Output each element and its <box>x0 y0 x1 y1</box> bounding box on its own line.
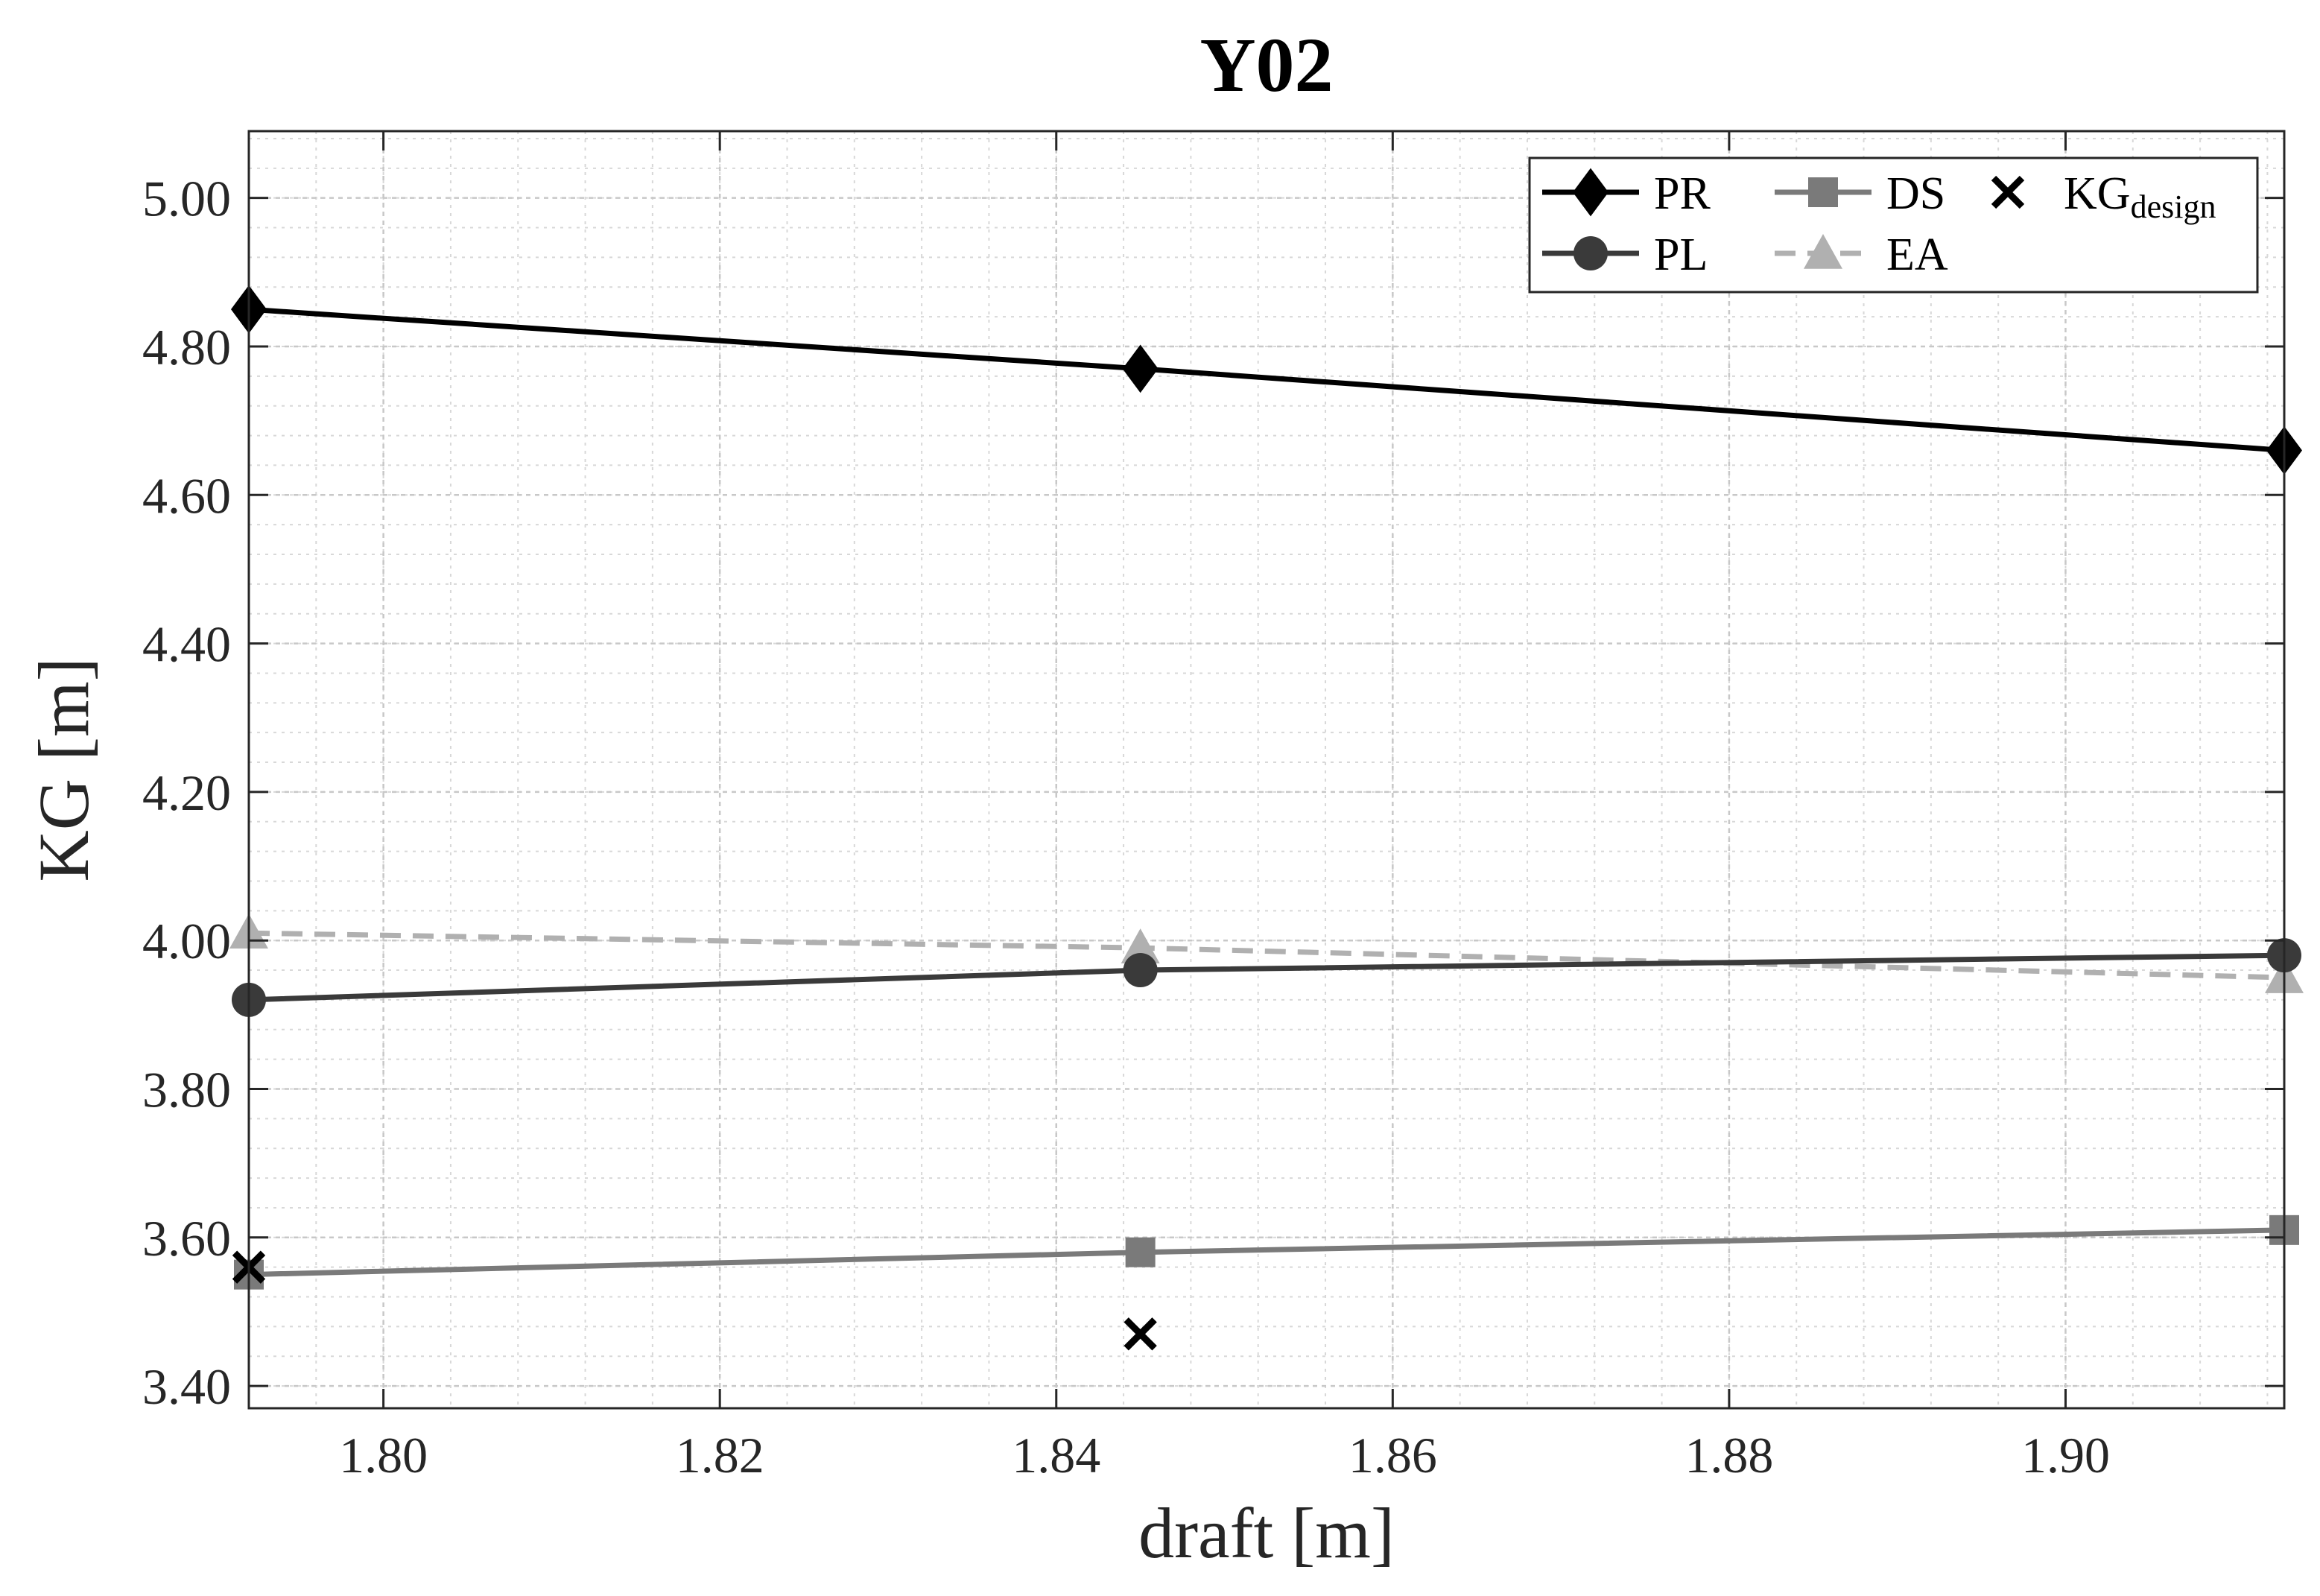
data-point-pr <box>1122 344 1159 393</box>
y-tick-label: 3.40 <box>142 1358 231 1415</box>
chart-title: Y02 <box>1199 22 1333 108</box>
y-tick-label: 4.40 <box>142 616 231 673</box>
y-tick-label: 3.60 <box>142 1210 231 1267</box>
legend-marker-kg-design <box>1991 175 2025 209</box>
legend-label-kg-design-subscript: design <box>2131 189 2216 225</box>
x-tick-label: 1.82 <box>676 1427 764 1483</box>
major-grid <box>249 131 2284 1408</box>
minor-grid <box>248 131 2284 1408</box>
y-tick-label: 4.80 <box>142 319 231 376</box>
legend-label-kg-design-main: KG <box>2064 168 2131 219</box>
legend-label-pr: PR <box>1654 168 1711 219</box>
legend-label-kg-design: KGdesign <box>2064 168 2216 225</box>
y-tick-label: 3.80 <box>142 1062 231 1118</box>
y-tick-label: 4.60 <box>142 467 231 524</box>
data-point-ea <box>1121 928 1160 963</box>
x-axis-label: draft [m] <box>1138 1493 1395 1573</box>
x-tick-label: 1.80 <box>339 1427 428 1483</box>
data-point-ds <box>1125 1237 1156 1267</box>
ticks-layer: 1.80 1.82 1.84 1.86 1.88 1.90 3.40 3.60 3.80 4.00… <box>142 131 2284 1483</box>
x-tick-label: 1.84 <box>1012 1427 1100 1483</box>
x-tick-label: 1.86 <box>1348 1427 1437 1483</box>
legend-label-ds: DS <box>1886 168 1945 219</box>
legend-box <box>1528 156 2259 294</box>
legend-marker-pl <box>1573 236 1608 270</box>
y-axis-label: KG [m] <box>24 657 104 881</box>
data-point-kg-design <box>1123 1317 1157 1351</box>
y-tick-label: 4.20 <box>142 764 231 821</box>
legend-label-ea: EA <box>1886 229 1948 280</box>
legend-marker-pr <box>1573 168 1609 217</box>
legend-label-pl: PL <box>1654 229 1708 280</box>
legend-marker-ds <box>1808 177 1838 207</box>
legend-marker-ea <box>1804 234 1842 269</box>
data-point-pl <box>1123 953 1158 988</box>
y-tick-label: 4.00 <box>142 913 231 969</box>
legend: PR PL DS EA KGdesign <box>1528 156 2259 294</box>
x-tick-label: 1.90 <box>2021 1427 2110 1483</box>
y-tick-label: 5.00 <box>142 171 231 227</box>
x-tick-label: 1.88 <box>1684 1427 1773 1483</box>
plot-frame <box>247 130 2286 1410</box>
